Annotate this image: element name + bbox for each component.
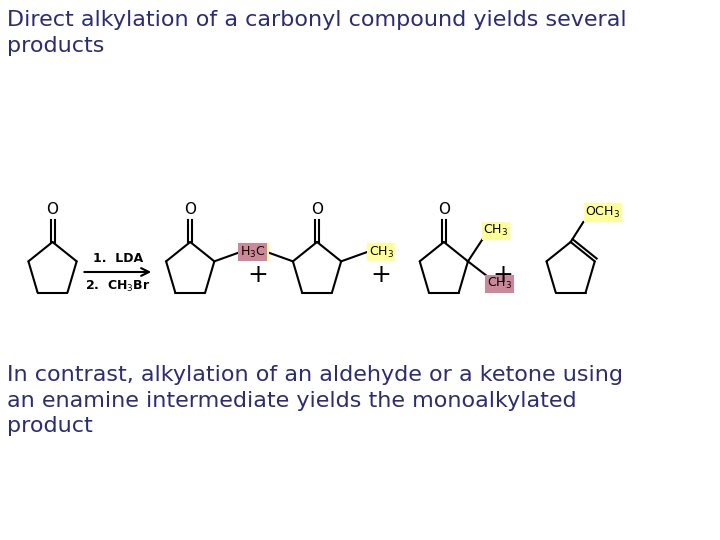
Text: OCH$_3$: OCH$_3$ xyxy=(585,205,620,220)
Text: 2.  CH$_3$Br: 2. CH$_3$Br xyxy=(85,279,150,294)
Text: O: O xyxy=(47,202,58,217)
Text: Direct alkylation of a carbonyl compound yields several
products: Direct alkylation of a carbonyl compound… xyxy=(7,10,627,56)
Text: CH$_3$: CH$_3$ xyxy=(487,276,512,292)
Text: O: O xyxy=(438,202,450,217)
Text: H$_3$C: H$_3$C xyxy=(240,245,265,260)
Text: CH$_3$: CH$_3$ xyxy=(369,245,394,260)
Text: +: + xyxy=(492,263,513,287)
Text: CH$_3$: CH$_3$ xyxy=(483,223,508,238)
Text: In contrast, alkylation of an aldehyde or a ketone using
an enamine intermediate: In contrast, alkylation of an aldehyde o… xyxy=(7,365,624,436)
Text: O: O xyxy=(184,202,197,217)
Text: +: + xyxy=(370,263,391,287)
Text: +: + xyxy=(248,263,269,287)
Text: O: O xyxy=(311,202,323,217)
Text: CH$_3$: CH$_3$ xyxy=(242,245,267,260)
Text: 1.  LDA: 1. LDA xyxy=(93,252,143,265)
